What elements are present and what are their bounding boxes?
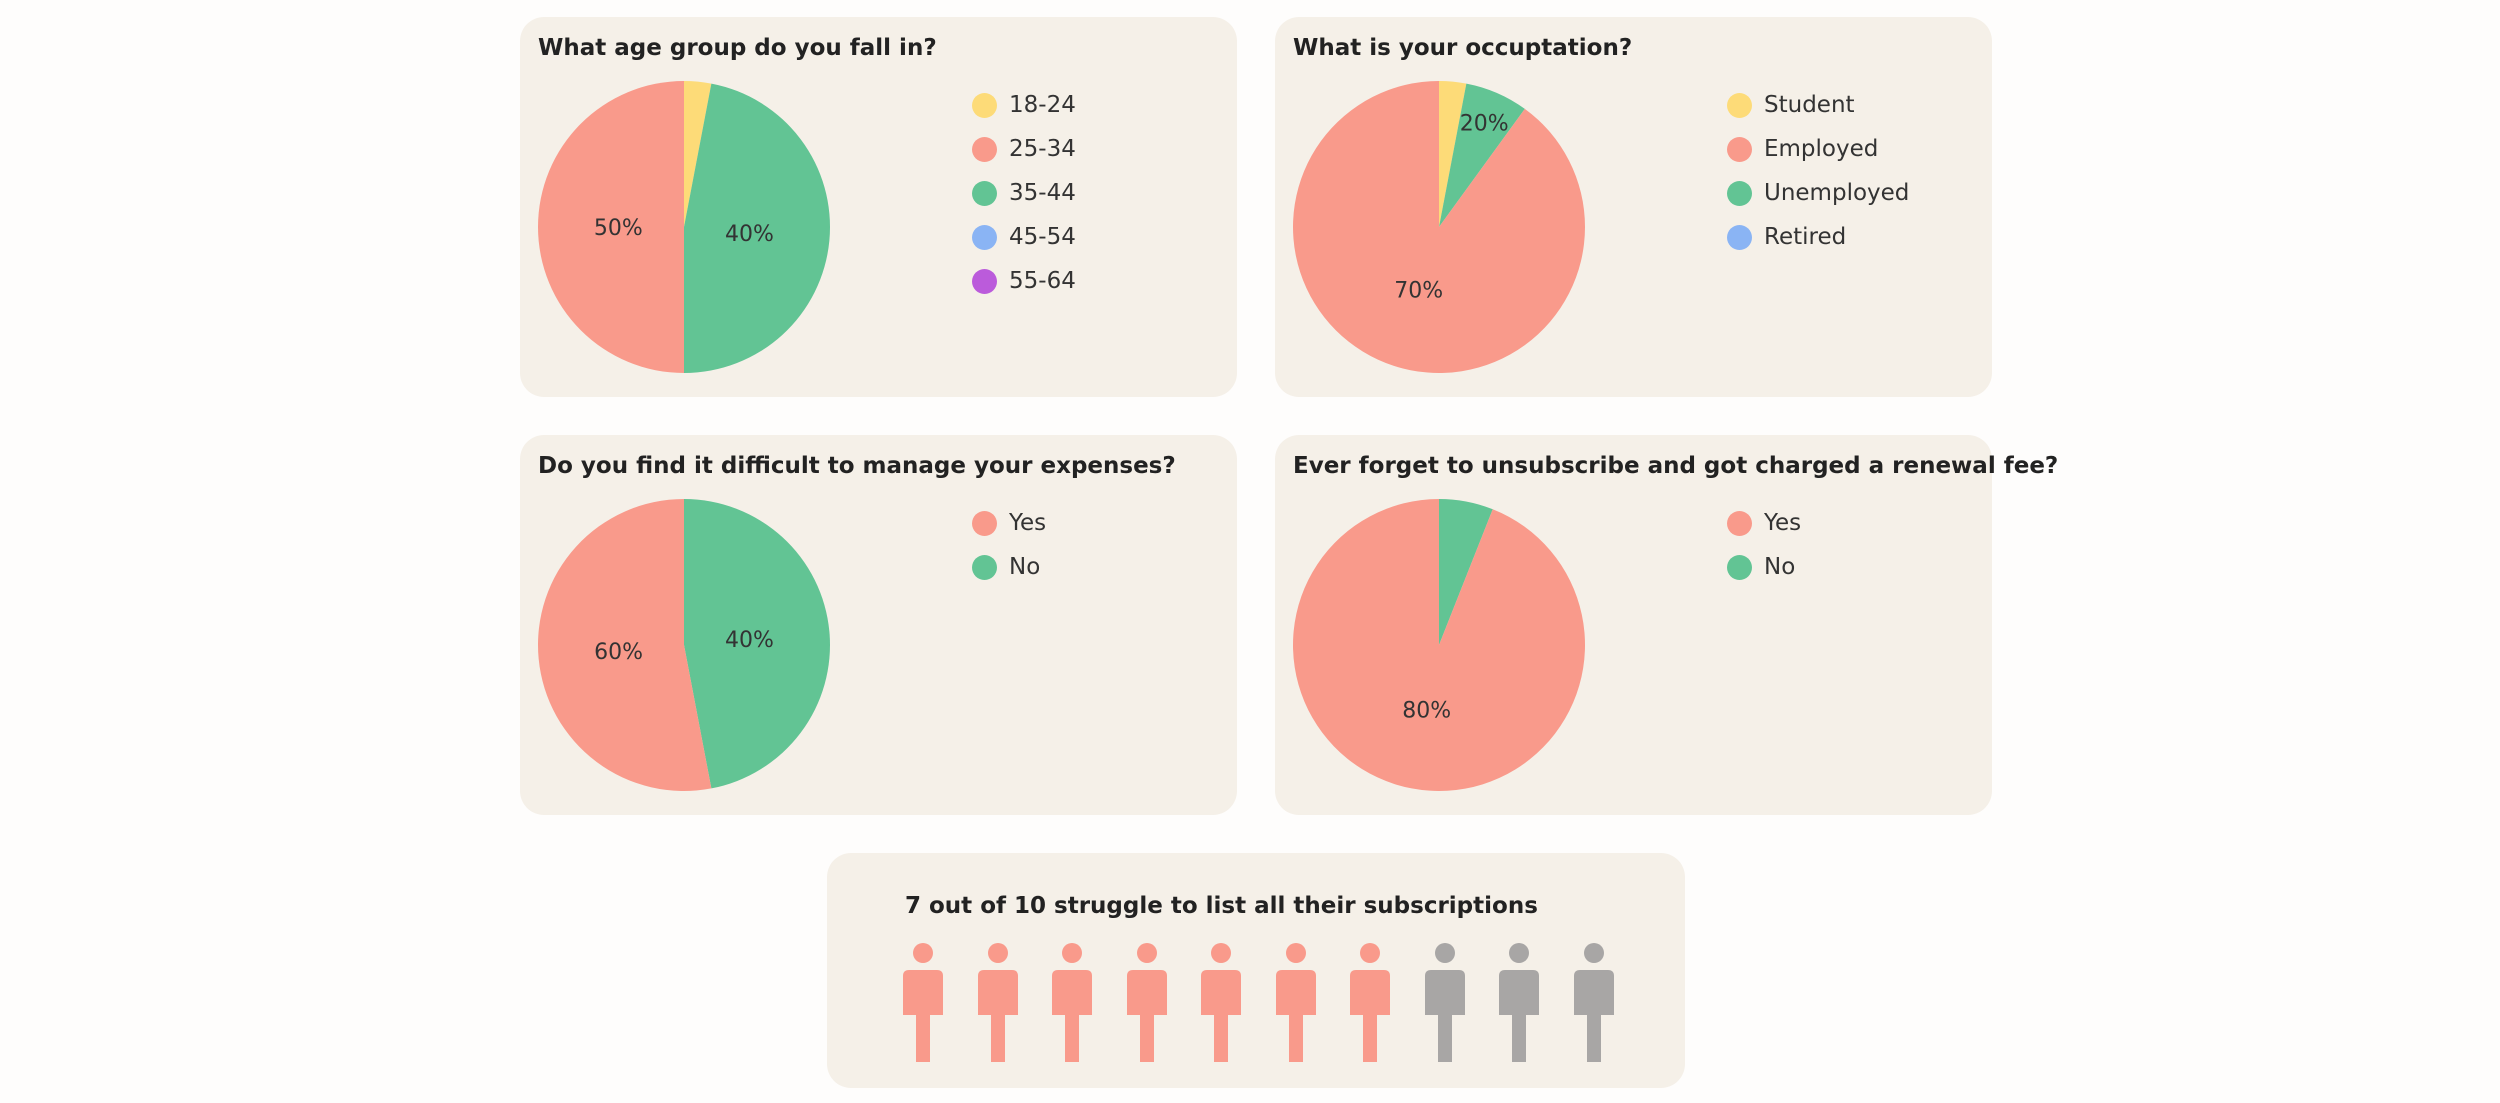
slice-value-label: 60%	[594, 640, 643, 665]
legend-swatch	[1727, 136, 1752, 162]
legend-label: Unemployed	[1764, 180, 1910, 206]
legend-item: No	[1727, 545, 1801, 589]
legend-renewal-fee: Yes No	[1727, 501, 1801, 589]
legend-swatch	[972, 180, 997, 206]
slice-value-label: 70%	[1394, 278, 1443, 303]
legend-swatch	[1727, 224, 1752, 250]
chart-title: Ever forget to unsubscribe and got charg…	[1293, 453, 2059, 479]
pie-slice-employed	[1293, 81, 1585, 373]
pie-chart-age-group: 40% 50%	[538, 81, 830, 373]
legend-label: 25-34	[1009, 136, 1076, 162]
legend-swatch	[972, 224, 997, 250]
person-icon	[1573, 943, 1614, 1062]
legend-label: Yes	[1764, 510, 1802, 536]
legend-swatch	[972, 268, 997, 294]
person-icon-highlighted	[1275, 943, 1316, 1062]
legend-item: No	[972, 545, 1046, 589]
legend-swatch	[972, 510, 997, 536]
slice-value-label: 40%	[725, 222, 774, 247]
chart-title: Do you find it difficult to manage your …	[538, 453, 1176, 479]
chart-card-expenses: Do you find it difficult to manage your …	[520, 435, 1237, 815]
legend-swatch	[1727, 510, 1752, 536]
legend-swatch	[1727, 554, 1752, 580]
pie-slice-unemployed	[1439, 83, 1525, 227]
legend-item: Retired	[1727, 215, 1909, 259]
legend-label: No	[1009, 554, 1041, 580]
person-icon-row	[903, 941, 1614, 1066]
pie-slice-yes	[1293, 499, 1585, 791]
legend-label: 55-64	[1009, 268, 1076, 294]
chart-card-renewal-fee: Ever forget to unsubscribe and got charg…	[1275, 435, 2058, 815]
pie-slice-no	[1439, 499, 1493, 645]
person-icon-highlighted	[1052, 943, 1092, 1062]
slice-value-label: 80%	[1402, 699, 1451, 724]
pictograph-title: 7 out of 10 struggle to list all their s…	[905, 893, 1538, 919]
chart-card-age-group: What age group do you fall in? 40% 50% 18…	[520, 17, 1237, 397]
pie-slice-student	[1439, 81, 1467, 227]
legend-item: Yes	[972, 501, 1046, 545]
legend-expenses: Yes No	[972, 501, 1046, 589]
chart-title: What is your occuptation?	[1293, 35, 1633, 61]
legend-swatch	[972, 136, 997, 162]
legend-label: Employed	[1764, 136, 1879, 162]
legend-age-group: 18-24 25-34 35-44 45-54 55-64	[972, 83, 1076, 303]
person-icon	[1499, 943, 1539, 1062]
legend-item: Yes	[1727, 501, 1801, 545]
person-icon-highlighted	[977, 943, 1018, 1062]
legend-swatch	[972, 92, 997, 118]
legend-label: No	[1764, 554, 1796, 580]
legend-item: Unemployed	[1727, 171, 1909, 215]
legend-label: 35-44	[1009, 180, 1076, 206]
legend-item: 35-44	[972, 171, 1076, 215]
legend-swatch	[1727, 180, 1752, 206]
legend-label: Student	[1764, 92, 1855, 118]
legend-label: Yes	[1009, 510, 1047, 536]
chart-title: What age group do you fall in?	[538, 35, 937, 61]
person-icon-highlighted	[1201, 943, 1241, 1062]
person-icon-highlighted	[1350, 943, 1390, 1062]
legend-label: Retired	[1764, 224, 1847, 250]
legend-label: 45-54	[1009, 224, 1076, 250]
legend-swatch	[1727, 92, 1752, 118]
legend-occupation: Student Employed Unemployed Retired	[1727, 83, 1909, 259]
legend-item: Student	[1727, 83, 1909, 127]
pie-slice-18-24	[684, 81, 712, 227]
legend-label: 18-24	[1009, 92, 1076, 118]
legend-item: 18-24	[972, 83, 1076, 127]
pie-slice-yes	[538, 499, 712, 791]
pie-chart-occupation: 20% 70%	[1293, 81, 1585, 373]
pictograph-card: 7 out of 10 struggle to list all their s…	[827, 853, 1685, 1088]
pie-slice-35-44	[684, 83, 830, 373]
slice-value-label: 50%	[594, 216, 643, 241]
person-icon-highlighted	[1126, 943, 1167, 1062]
person-icon-highlighted	[903, 943, 943, 1062]
legend-item: 25-34	[972, 127, 1076, 171]
legend-swatch	[972, 554, 997, 580]
legend-item: 45-54	[972, 215, 1076, 259]
person-icon	[1424, 943, 1465, 1062]
legend-item: Employed	[1727, 127, 1909, 171]
pie-chart-expenses: 40% 60%	[538, 499, 831, 791]
pie-slice-no	[684, 499, 831, 789]
slice-value-label: 20%	[1460, 111, 1509, 136]
legend-item: 55-64	[972, 259, 1076, 303]
pie-slice-25-34	[538, 81, 684, 373]
slice-value-label: 40%	[725, 628, 774, 653]
pie-chart-renewal-fee: 80%	[1293, 499, 1585, 791]
chart-card-occupation: What is your occuptation? 20% 70% Student…	[1275, 17, 1992, 397]
